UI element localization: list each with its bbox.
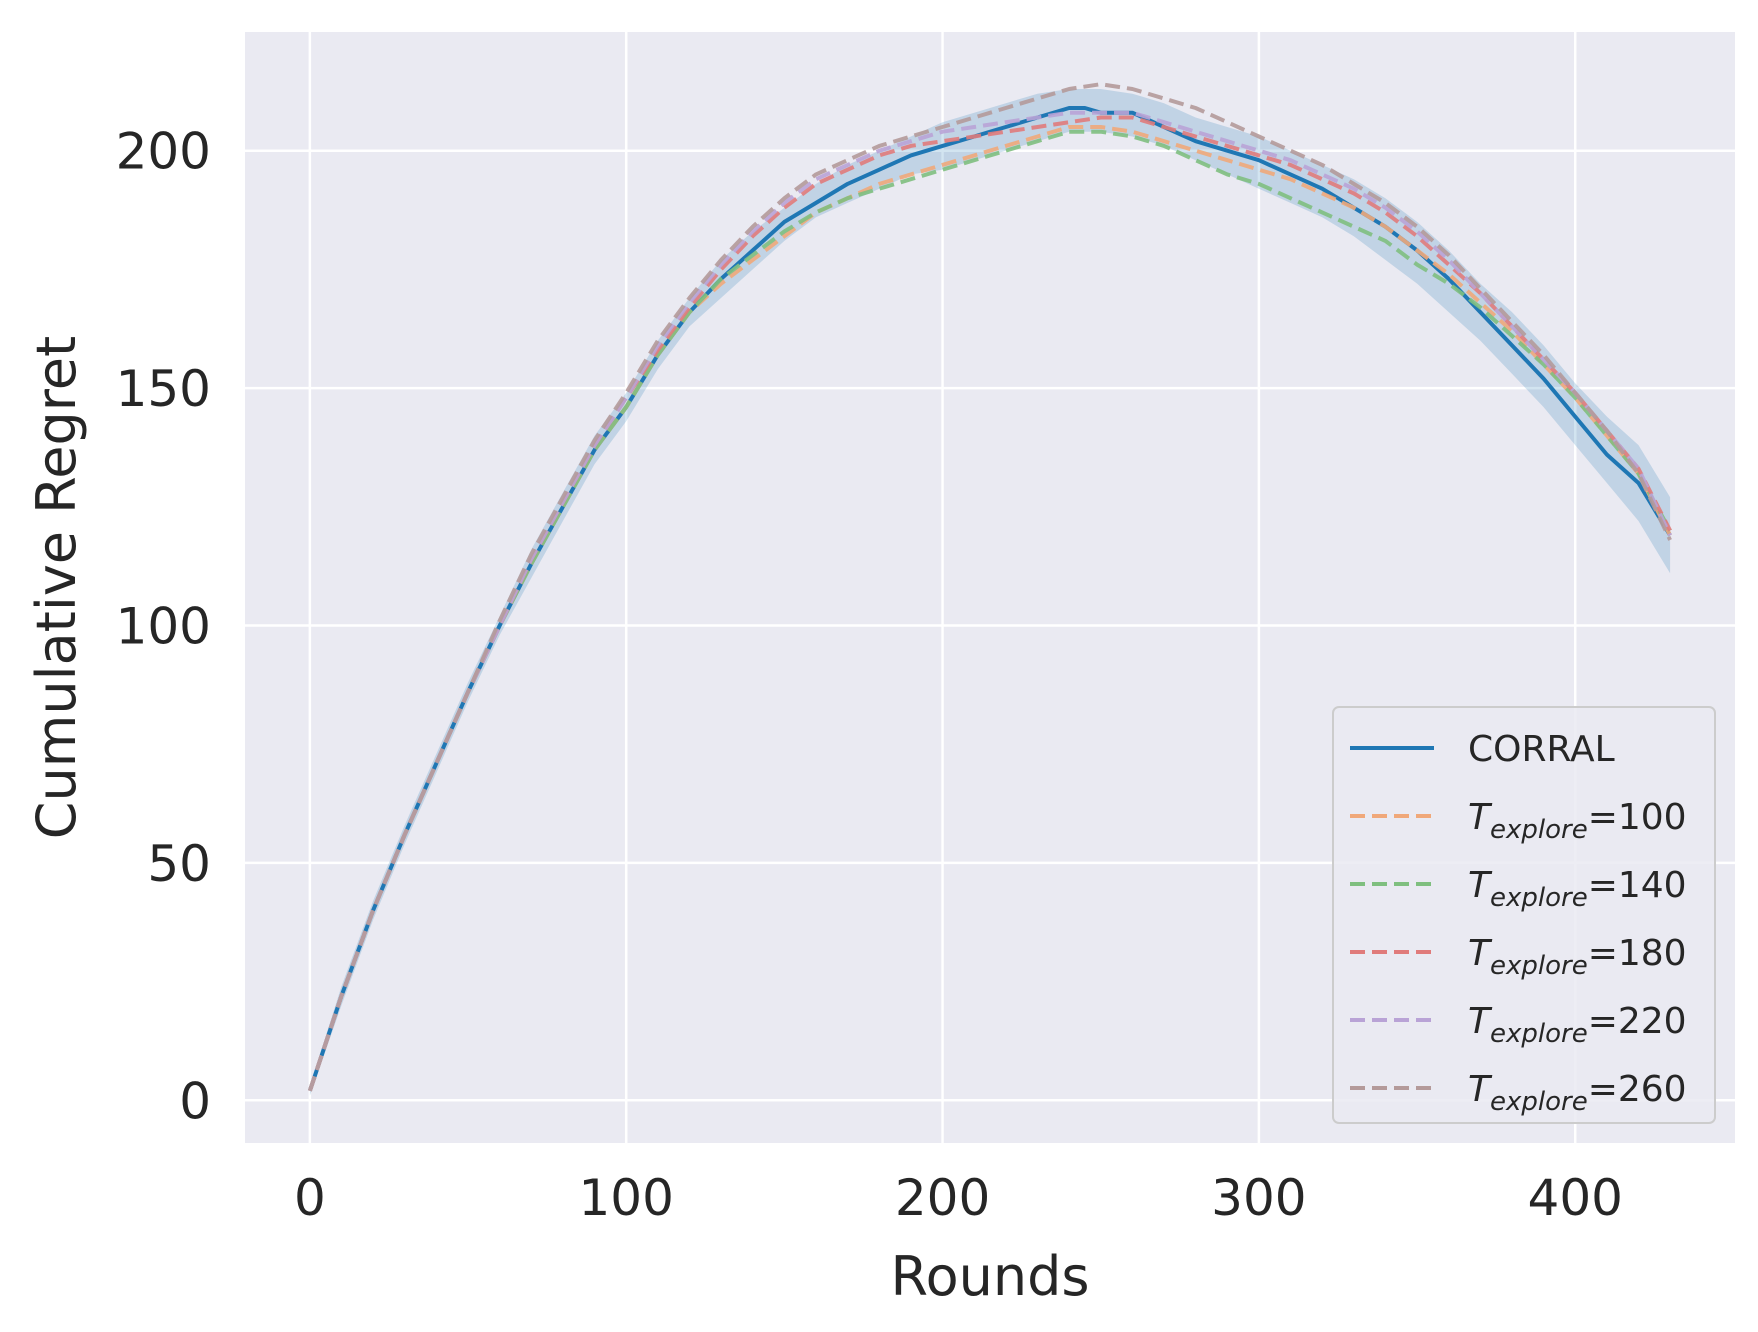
series-line-4: [308, 110, 1672, 1092]
legend-label-1: Texplore=100: [1468, 797, 1687, 845]
legend-label-5: Texplore=260: [1468, 1069, 1687, 1117]
y-tick-label: 150: [116, 360, 211, 418]
legend-label-3: Texplore=180: [1468, 933, 1687, 981]
legend-label-2: Texplore=140: [1468, 865, 1687, 913]
x-tick-label: 400: [1528, 1169, 1623, 1227]
series-line-2: [308, 129, 1672, 1092]
x-axis-label: Rounds: [891, 1245, 1090, 1308]
tick-labels: 0 100 200 300 400 0 50 100 150 200: [116, 123, 1623, 1227]
series-lines-layer: [308, 82, 1672, 1092]
y-tick-label: 0: [179, 1072, 211, 1130]
legend: CORRAL Texplore=100 Texplore=140 Texplore=1…: [1332, 706, 1716, 1124]
y-tick-label: 100: [116, 597, 211, 655]
legend-label-0: CORRAL: [1468, 729, 1615, 770]
series-line-5: [308, 82, 1672, 1092]
x-tick-label: 200: [895, 1169, 990, 1227]
y-tick-label: 50: [147, 835, 211, 893]
x-tick-label: 0: [294, 1169, 326, 1227]
series-line-3: [308, 115, 1672, 1092]
x-tick-label: 300: [1211, 1169, 1306, 1227]
x-tick-label: 100: [578, 1169, 673, 1227]
y-tick-label: 200: [116, 123, 211, 181]
legend-label-4: Texplore=220: [1468, 1001, 1687, 1049]
y-axis-label: Cumulative Regret: [25, 336, 88, 839]
